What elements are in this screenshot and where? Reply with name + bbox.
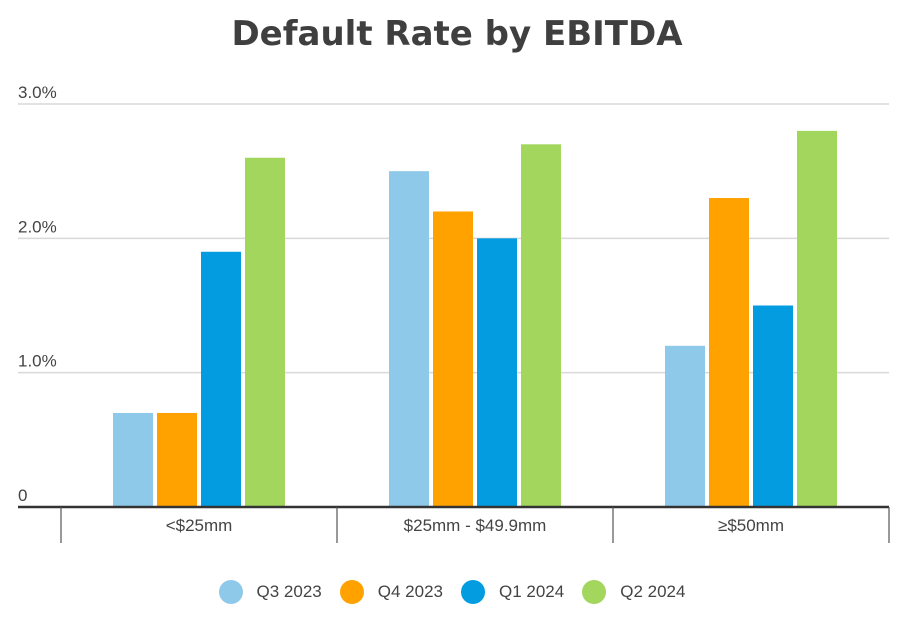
legend-swatch xyxy=(582,580,607,604)
legend-item: Q3 2023 xyxy=(218,580,322,604)
legend-label: Q4 2023 xyxy=(377,582,443,601)
bar xyxy=(709,198,749,508)
y-tick-label: 3.0% xyxy=(18,83,57,102)
legend-swatch xyxy=(461,580,485,604)
legend-item: Q1 2024 xyxy=(461,580,564,604)
legend: Q3 2023 Q4 2023 Q1 2024 Q2 2024 xyxy=(0,578,904,606)
x-tick-label: <$25mm xyxy=(166,516,233,535)
x-tick-label: $25mm - $49.9mm xyxy=(404,516,547,535)
plot-area: 0 1.0% 2.0% 3.0% <$25mm $25mm - $49.9mm ≥$50mm xyxy=(18,83,890,543)
bar xyxy=(433,211,473,507)
bar xyxy=(157,412,197,507)
bar xyxy=(201,251,241,507)
legend-label: Q3 2023 xyxy=(256,582,322,601)
bar xyxy=(389,171,429,507)
legend-swatch xyxy=(339,580,364,604)
bar xyxy=(753,305,793,507)
legend-swatch xyxy=(218,580,243,604)
chart-title: Default Rate by EBITDA xyxy=(231,14,683,54)
x-tick-label: ≥$50mm xyxy=(718,516,784,535)
legend-label: Q2 2024 xyxy=(620,582,686,601)
y-tick-label: 0 xyxy=(18,486,27,505)
legend-item: Q4 2023 xyxy=(339,580,443,604)
y-tick-label: 1.0% xyxy=(18,352,57,371)
bar xyxy=(665,345,705,507)
bar xyxy=(477,238,517,508)
legend-label: Q1 2024 xyxy=(499,582,565,601)
y-tick-label: 2.0% xyxy=(18,217,57,236)
bar xyxy=(797,130,837,507)
bar xyxy=(521,144,561,508)
legend-item: Q2 2024 xyxy=(582,580,685,604)
bar xyxy=(113,412,153,507)
bar xyxy=(245,157,285,507)
